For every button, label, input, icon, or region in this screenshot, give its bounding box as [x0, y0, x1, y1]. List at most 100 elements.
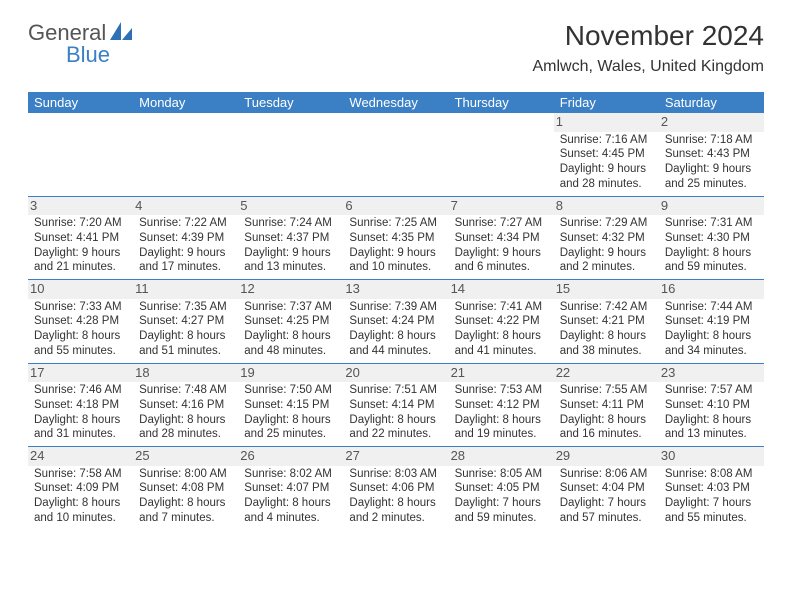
sunrise-text: Sunrise: 7:37 AM [244, 300, 337, 315]
day-number: 5 [238, 197, 343, 216]
sunset-text: Sunset: 4:14 PM [349, 398, 442, 413]
sunset-text: Sunset: 4:19 PM [665, 314, 758, 329]
day-cell: 29Sunrise: 8:06 AMSunset: 4:04 PMDayligh… [554, 447, 659, 530]
daylight-text: Daylight: 8 hours and 31 minutes. [34, 413, 127, 442]
sunrise-text: Sunrise: 8:02 AM [244, 467, 337, 482]
day-number: 9 [659, 197, 764, 216]
sunrise-text: Sunrise: 8:06 AM [560, 467, 653, 482]
sunset-text: Sunset: 4:18 PM [34, 398, 127, 413]
sunset-text: Sunset: 4:41 PM [34, 231, 127, 246]
daylight-text: Daylight: 9 hours and 28 minutes. [560, 162, 653, 191]
day-cell: 4Sunrise: 7:22 AMSunset: 4:39 PMDaylight… [133, 196, 238, 280]
day-cell: 20Sunrise: 7:51 AMSunset: 4:14 PMDayligh… [343, 363, 448, 447]
sunrise-text: Sunrise: 7:25 AM [349, 216, 442, 231]
day-number: 3 [28, 197, 133, 216]
daylight-text: Daylight: 7 hours and 59 minutes. [455, 496, 548, 525]
day-cell: 23Sunrise: 7:57 AMSunset: 4:10 PMDayligh… [659, 363, 764, 447]
daylight-text: Daylight: 8 hours and 2 minutes. [349, 496, 442, 525]
sunset-text: Sunset: 4:39 PM [139, 231, 232, 246]
daylight-text: Daylight: 8 hours and 38 minutes. [560, 329, 653, 358]
sunrise-text: Sunrise: 8:03 AM [349, 467, 442, 482]
day-number: 14 [449, 280, 554, 299]
day-cell: 30Sunrise: 8:08 AMSunset: 4:03 PMDayligh… [659, 447, 764, 530]
sunset-text: Sunset: 4:09 PM [34, 481, 127, 496]
day-header: Saturday [659, 92, 764, 113]
day-cell: 9Sunrise: 7:31 AMSunset: 4:30 PMDaylight… [659, 196, 764, 280]
day-cell: 19Sunrise: 7:50 AMSunset: 4:15 PMDayligh… [238, 363, 343, 447]
sunrise-text: Sunrise: 7:48 AM [139, 383, 232, 398]
daylight-text: Daylight: 8 hours and 48 minutes. [244, 329, 337, 358]
sunrise-text: Sunrise: 8:08 AM [665, 467, 758, 482]
day-number: 4 [133, 197, 238, 216]
day-cell [449, 113, 554, 196]
day-number: 1 [554, 113, 659, 132]
sunset-text: Sunset: 4:06 PM [349, 481, 442, 496]
day-cell: 21Sunrise: 7:53 AMSunset: 4:12 PMDayligh… [449, 363, 554, 447]
day-cell: 15Sunrise: 7:42 AMSunset: 4:21 PMDayligh… [554, 280, 659, 364]
day-cell: 22Sunrise: 7:55 AMSunset: 4:11 PMDayligh… [554, 363, 659, 447]
day-number: 25 [133, 447, 238, 466]
day-number: 27 [343, 447, 448, 466]
day-cell: 8Sunrise: 7:29 AMSunset: 4:32 PMDaylight… [554, 196, 659, 280]
day-cell: 18Sunrise: 7:48 AMSunset: 4:16 PMDayligh… [133, 363, 238, 447]
day-cell [133, 113, 238, 196]
daylight-text: Daylight: 9 hours and 6 minutes. [455, 246, 548, 275]
day-number: 10 [28, 280, 133, 299]
logo-word-2: Blue [66, 42, 110, 68]
sunrise-text: Sunrise: 7:39 AM [349, 300, 442, 315]
logo: General Blue [28, 20, 132, 68]
daylight-text: Daylight: 8 hours and 16 minutes. [560, 413, 653, 442]
daylight-text: Daylight: 8 hours and 51 minutes. [139, 329, 232, 358]
day-cell: 3Sunrise: 7:20 AMSunset: 4:41 PMDaylight… [28, 196, 133, 280]
sunset-text: Sunset: 4:32 PM [560, 231, 653, 246]
day-cell: 14Sunrise: 7:41 AMSunset: 4:22 PMDayligh… [449, 280, 554, 364]
day-header: Friday [554, 92, 659, 113]
sunset-text: Sunset: 4:37 PM [244, 231, 337, 246]
week-row: 17Sunrise: 7:46 AMSunset: 4:18 PMDayligh… [28, 363, 764, 447]
sunset-text: Sunset: 4:07 PM [244, 481, 337, 496]
day-header-row: Sunday Monday Tuesday Wednesday Thursday… [28, 92, 764, 113]
sunrise-text: Sunrise: 7:16 AM [560, 133, 653, 148]
daylight-text: Daylight: 8 hours and 59 minutes. [665, 246, 758, 275]
sunrise-text: Sunrise: 7:33 AM [34, 300, 127, 315]
day-cell [28, 113, 133, 196]
sunrise-text: Sunrise: 7:42 AM [560, 300, 653, 315]
sunrise-text: Sunrise: 7:57 AM [665, 383, 758, 398]
sunrise-text: Sunrise: 7:50 AM [244, 383, 337, 398]
day-cell: 17Sunrise: 7:46 AMSunset: 4:18 PMDayligh… [28, 363, 133, 447]
day-cell: 5Sunrise: 7:24 AMSunset: 4:37 PMDaylight… [238, 196, 343, 280]
month-title: November 2024 [533, 20, 765, 52]
day-number: 26 [238, 447, 343, 466]
sunrise-text: Sunrise: 7:51 AM [349, 383, 442, 398]
week-row: 1Sunrise: 7:16 AMSunset: 4:45 PMDaylight… [28, 113, 764, 196]
sunset-text: Sunset: 4:27 PM [139, 314, 232, 329]
sunrise-text: Sunrise: 7:31 AM [665, 216, 758, 231]
sunset-text: Sunset: 4:45 PM [560, 147, 653, 162]
daylight-text: Daylight: 9 hours and 10 minutes. [349, 246, 442, 275]
sunrise-text: Sunrise: 8:05 AM [455, 467, 548, 482]
day-number: 22 [554, 364, 659, 383]
sunset-text: Sunset: 4:35 PM [349, 231, 442, 246]
daylight-text: Daylight: 8 hours and 41 minutes. [455, 329, 548, 358]
sunrise-text: Sunrise: 7:35 AM [139, 300, 232, 315]
sunset-text: Sunset: 4:28 PM [34, 314, 127, 329]
day-cell: 27Sunrise: 8:03 AMSunset: 4:06 PMDayligh… [343, 447, 448, 530]
day-cell: 16Sunrise: 7:44 AMSunset: 4:19 PMDayligh… [659, 280, 764, 364]
day-number: 30 [659, 447, 764, 466]
day-cell [343, 113, 448, 196]
week-row: 10Sunrise: 7:33 AMSunset: 4:28 PM Dayligh… [28, 280, 764, 364]
daylight-text: Daylight: 8 hours and 22 minutes. [349, 413, 442, 442]
day-number: 16 [659, 280, 764, 299]
day-cell: 12Sunrise: 7:37 AMSunset: 4:25 PMDayligh… [238, 280, 343, 364]
day-number: 17 [28, 364, 133, 383]
day-cell: 13Sunrise: 7:39 AMSunset: 4:24 PMDayligh… [343, 280, 448, 364]
week-row: 3Sunrise: 7:20 AMSunset: 4:41 PMDaylight… [28, 196, 764, 280]
sunrise-text: Sunrise: 7:29 AM [560, 216, 653, 231]
daylight-text: Daylight: 9 hours and 13 minutes. [244, 246, 337, 275]
daylight-text: Daylight: 8 hours and 7 minutes. [139, 496, 232, 525]
day-cell [238, 113, 343, 196]
sunset-text: Sunset: 4:10 PM [665, 398, 758, 413]
calendar-body: 1Sunrise: 7:16 AMSunset: 4:45 PMDaylight… [28, 113, 764, 530]
sunset-text: Sunset: 4:15 PM [244, 398, 337, 413]
daylight-text: Daylight: 9 hours and 25 minutes. [665, 162, 758, 191]
